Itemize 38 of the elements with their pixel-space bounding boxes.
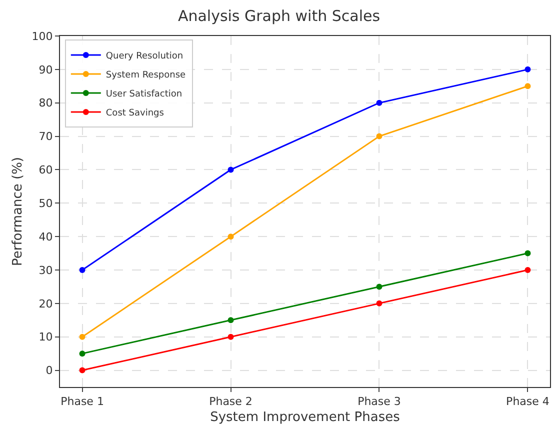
point (228, 234, 234, 240)
point (524, 250, 531, 256)
point (228, 166, 234, 173)
point (228, 317, 234, 324)
y-tick-label: 30 (38, 264, 53, 277)
point (376, 133, 382, 140)
y-tick-label: 50 (38, 196, 53, 210)
legend-label: System Response (106, 70, 186, 81)
point (376, 100, 382, 106)
point (79, 350, 86, 357)
x-tick-label: Phase 2 (209, 395, 252, 408)
legend-label: Cost Savings (106, 108, 164, 119)
x-axis-title: System Improvement Phases (210, 410, 400, 425)
point (524, 66, 531, 72)
point (376, 284, 382, 290)
y-tick-label: 90 (38, 63, 53, 76)
y-tick-label: 100 (32, 30, 53, 43)
point (79, 367, 86, 374)
x-tick-label: Phase 3 (358, 395, 401, 408)
point (79, 334, 86, 340)
y-tick-label: 80 (38, 96, 53, 110)
y-tick-label: 20 (38, 297, 53, 310)
x-tick-label: Phase 1 (60, 395, 104, 408)
y-tick-label: 0 (46, 364, 53, 378)
y-tick-label: 70 (38, 130, 53, 144)
point (376, 300, 382, 306)
y-tick-label: 60 (38, 164, 53, 177)
point (228, 334, 234, 340)
y-tick-label: 10 (38, 330, 53, 344)
point (524, 83, 531, 90)
y-axis-title: Performance (%) (10, 156, 26, 266)
point (524, 267, 531, 273)
point (79, 267, 86, 273)
legend-label: User Satisfaction (106, 90, 182, 100)
y-tick-label: 40 (38, 230, 53, 244)
legend-label: Query Resolution (106, 52, 184, 62)
x-tick-label: Phase 4 (506, 395, 550, 408)
chart-title: Analysis Graph with Scales (178, 7, 380, 26)
